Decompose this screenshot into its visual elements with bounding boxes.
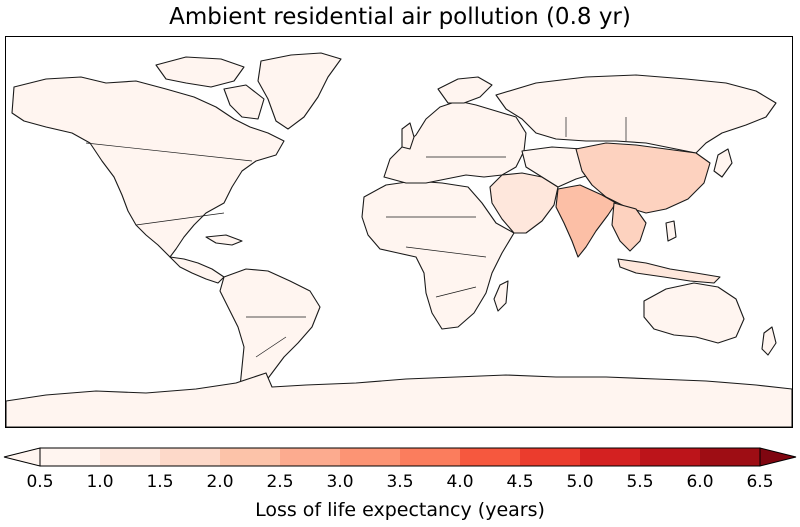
colorbar xyxy=(3,447,797,467)
colorbar-tick-label: 6.0 xyxy=(686,472,714,492)
europe xyxy=(383,100,527,184)
colorbar-extend-max xyxy=(759,447,797,467)
colorbar-cell xyxy=(280,448,341,466)
colorbar-cell xyxy=(160,448,221,466)
colorbar-tick-label: 6.5 xyxy=(746,472,774,492)
colorbar-tick-label: 4.5 xyxy=(506,472,534,492)
india xyxy=(555,184,617,258)
colorbar-cell xyxy=(220,448,281,466)
world-map-svg xyxy=(6,52,792,427)
japan xyxy=(713,148,733,178)
colorbar-cell xyxy=(100,448,161,466)
colorbar-tick-label: 4.0 xyxy=(446,472,474,492)
china xyxy=(575,142,711,214)
colorbar-cell xyxy=(400,448,461,466)
central-america xyxy=(169,256,225,284)
colorbar-cell xyxy=(580,448,641,466)
colorbar-cell xyxy=(340,448,401,466)
colorbar-tick-label: 5.0 xyxy=(566,472,594,492)
south-america xyxy=(219,268,321,400)
indonesia xyxy=(617,258,721,284)
greenland xyxy=(257,52,342,130)
colorbar-tick-label: 0.5 xyxy=(26,472,54,492)
australia xyxy=(643,282,745,344)
colorbar-tick-label: 2.5 xyxy=(266,472,294,492)
north-america xyxy=(11,76,285,258)
middle-east xyxy=(489,172,559,234)
antarctica xyxy=(6,372,792,427)
africa xyxy=(361,180,515,330)
great-britain xyxy=(401,122,415,150)
colorbar-cell xyxy=(700,448,761,466)
colorbar-tick-label: 3.5 xyxy=(386,472,414,492)
colorbar-cell xyxy=(460,448,521,466)
world-map xyxy=(5,36,793,428)
southeast-asia xyxy=(611,202,647,252)
baffin-island xyxy=(223,84,265,120)
colorbar-cell xyxy=(640,448,701,466)
caribbean xyxy=(205,234,243,246)
madagascar xyxy=(493,280,509,312)
colorbar-tick-label: 1.5 xyxy=(146,472,174,492)
colorbar-extend-min xyxy=(3,447,41,467)
colorbar-cell xyxy=(520,448,581,466)
colorbar-tick-label: 1.0 xyxy=(86,472,114,492)
map-title: Ambient residential air pollution (0.8 y… xyxy=(169,4,631,30)
colorbar-outline xyxy=(39,447,761,467)
colorbar-cell xyxy=(40,448,101,466)
colorbar-label: Loss of life expectancy (years) xyxy=(255,499,545,521)
russia xyxy=(495,74,777,154)
colorbar-ticks: 0.5 1.0 1.5 2.0 2.5 3.0 3.5 4.0 4.5 5.0 5.5 6.0 6.5 xyxy=(0,472,800,494)
scandinavia xyxy=(437,76,493,104)
colorbar-tick-label: 5.5 xyxy=(626,472,654,492)
philippines xyxy=(665,220,677,242)
colorbar-tick-label: 2.0 xyxy=(206,472,234,492)
arctic-islands xyxy=(155,56,245,88)
colorbar-tick-label: 3.0 xyxy=(326,472,354,492)
new-zealand xyxy=(761,326,777,356)
